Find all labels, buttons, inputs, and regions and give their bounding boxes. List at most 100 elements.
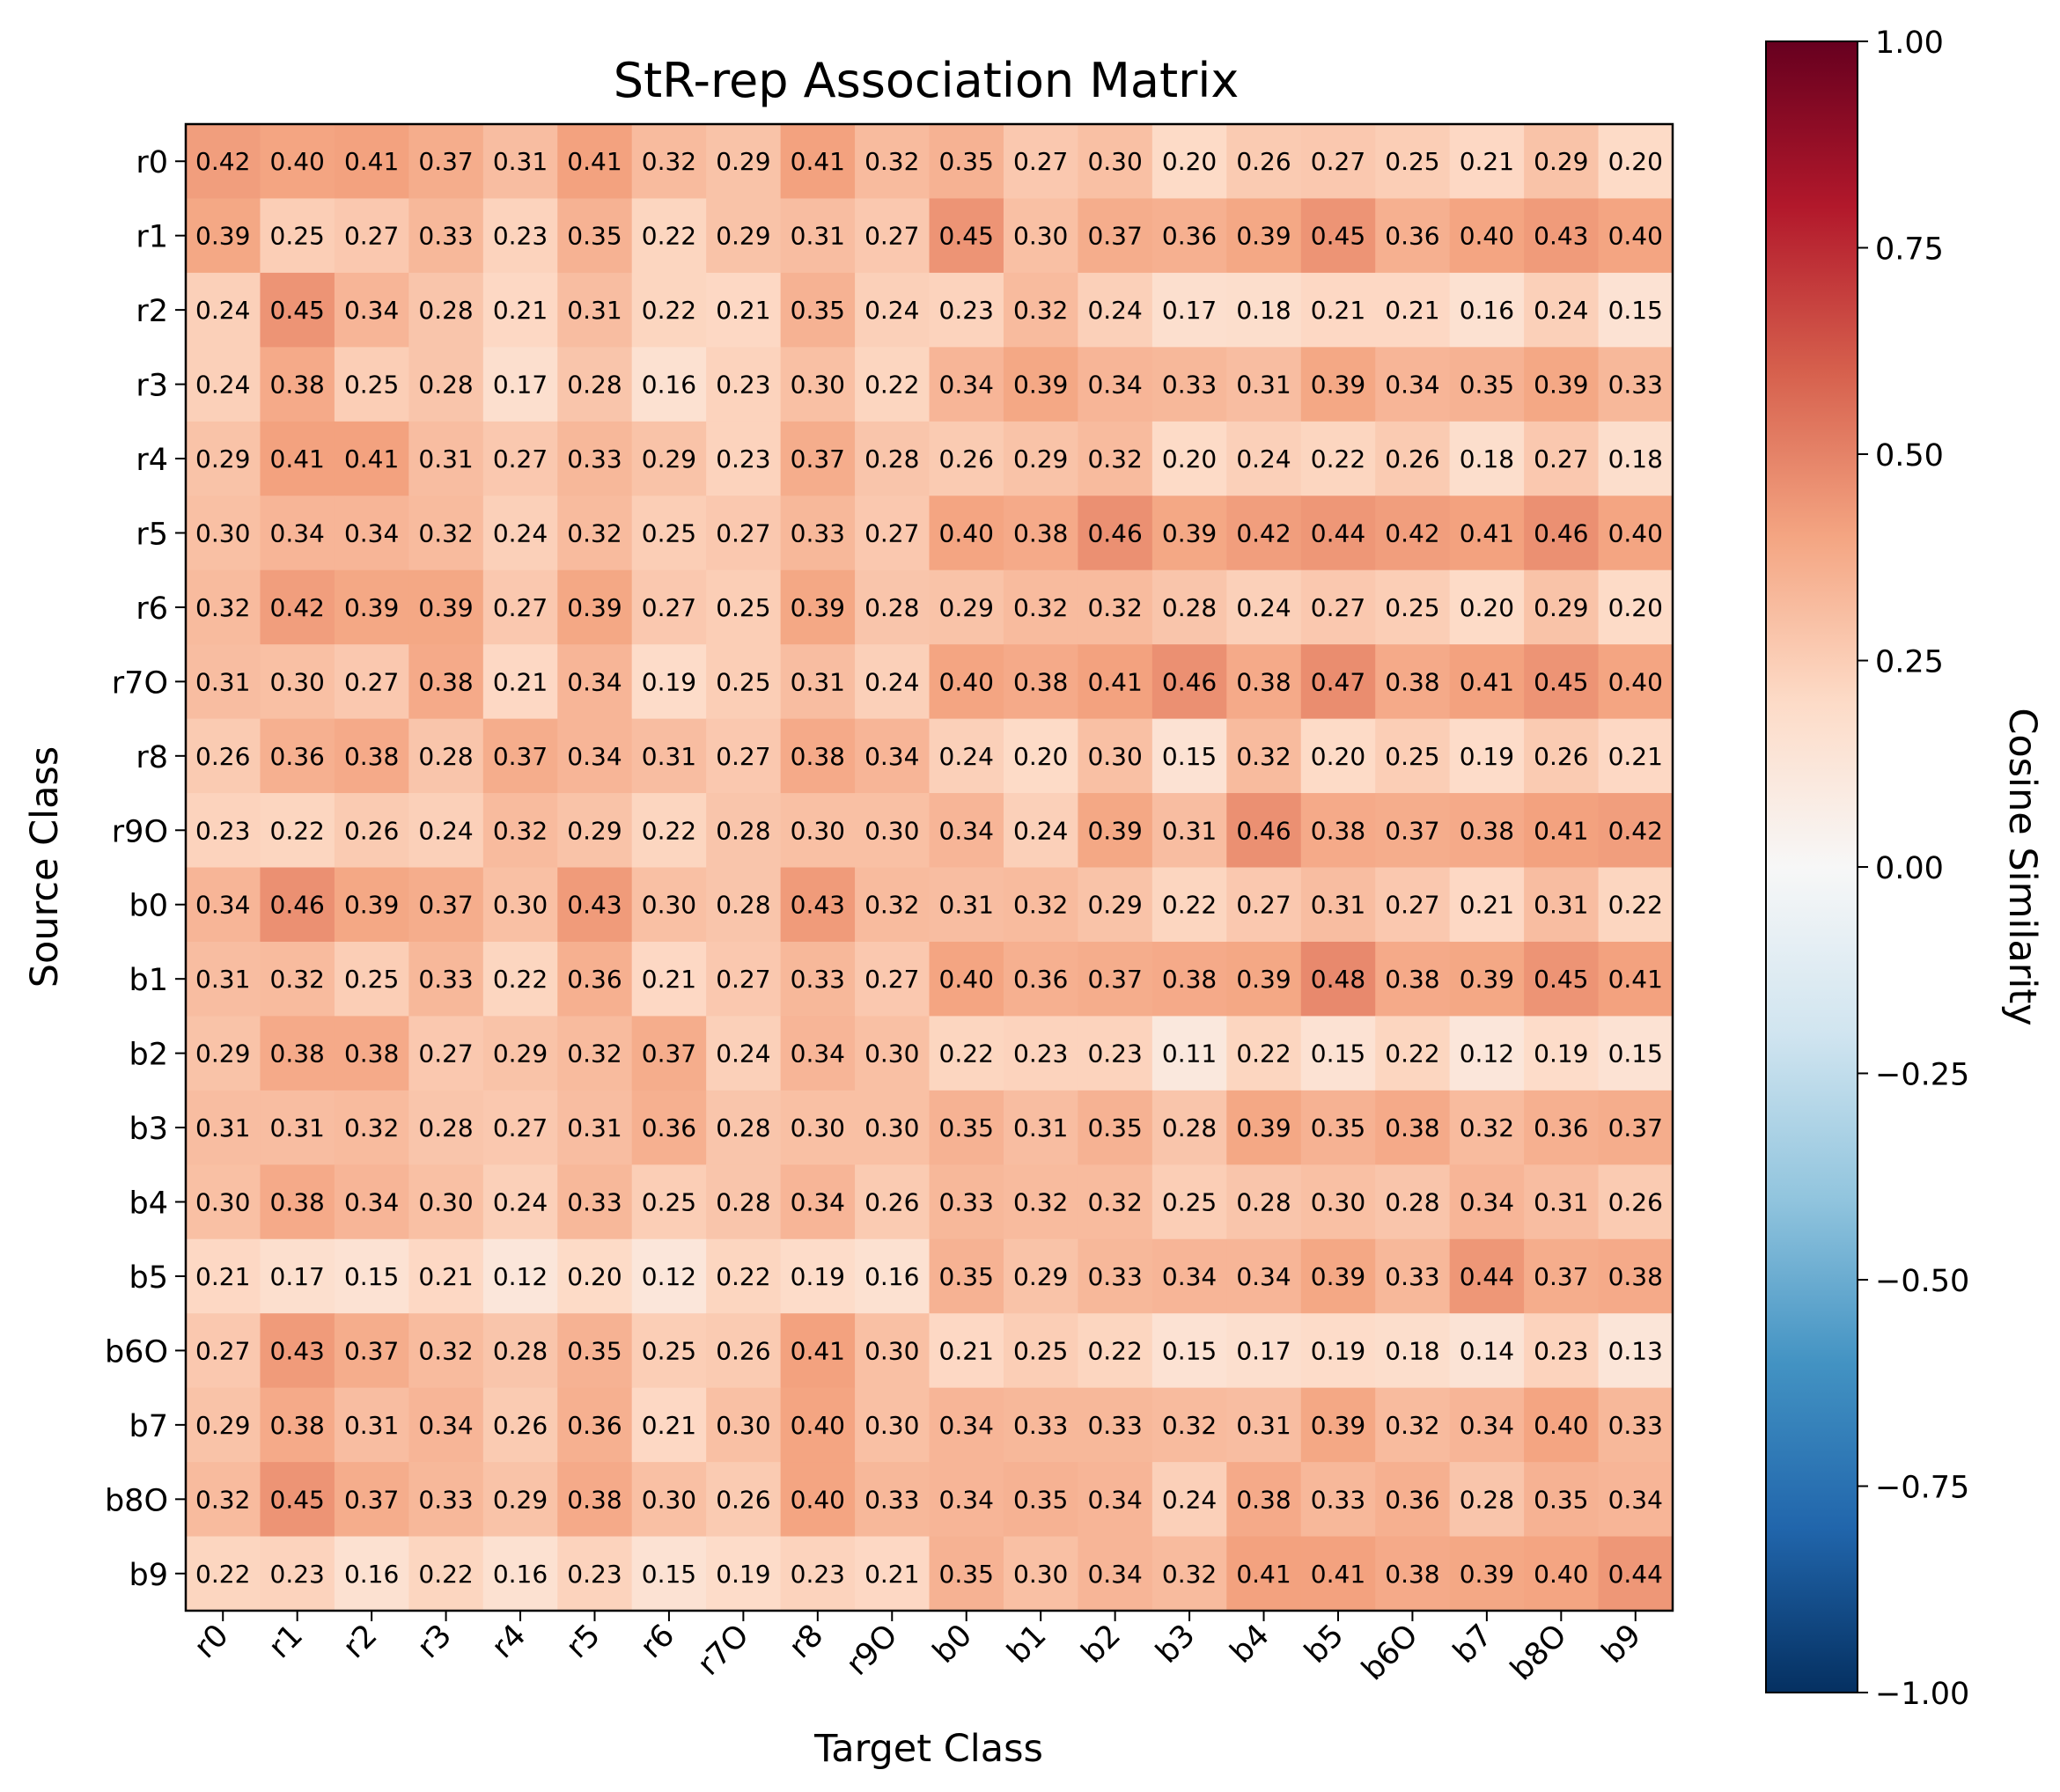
heatmap-cell (631, 124, 707, 200)
heatmap-cell (1300, 1387, 1376, 1463)
cell-value-label: 0.25 (1385, 742, 1439, 771)
cell-value-label: 0.32 (1013, 593, 1068, 622)
heatmap-cell (929, 793, 1004, 869)
x-tick-label: r5 (560, 1618, 607, 1665)
cell-value-label: 0.24 (418, 816, 473, 845)
cell-value-label: 0.23 (1013, 1039, 1068, 1069)
cell-value-label: 0.41 (270, 444, 325, 474)
y-tick-label: r7O (112, 665, 168, 701)
cell-value-label: 0.28 (864, 444, 919, 474)
heatmap-cell (1449, 496, 1525, 571)
heatmap-cell (1226, 1016, 1302, 1091)
cell-value-label: 0.28 (1162, 1113, 1217, 1142)
heatmap-cell (1226, 1387, 1302, 1463)
heatmap-cell (557, 198, 633, 274)
cell-value-label: 0.30 (195, 518, 250, 547)
heatmap-cell (1375, 867, 1451, 943)
cell-value-label: 0.29 (1013, 444, 1068, 474)
cell-value-label: 0.45 (270, 296, 325, 325)
cell-value-label: 0.31 (939, 891, 994, 920)
cell-value-label: 0.26 (864, 1188, 919, 1217)
cell-value-label: 0.28 (716, 1188, 770, 1217)
heatmap-cell (482, 867, 558, 943)
cell-value-label: 0.36 (567, 965, 622, 994)
heatmap-cell (1598, 569, 1674, 645)
heatmap-cell (557, 347, 633, 422)
heatmap-cell (1598, 718, 1674, 794)
heatmap-cell (1524, 496, 1600, 571)
cell-value-label: 0.37 (1385, 816, 1439, 845)
cell-value-label: 0.40 (1608, 667, 1663, 696)
heatmap-cell (631, 421, 707, 496)
heatmap-cell (929, 1090, 1004, 1165)
colorbar-tick-label: 0.00 (1875, 851, 1944, 886)
heatmap-cell (1300, 272, 1376, 348)
cell-value-label: 0.35 (939, 1113, 994, 1142)
heatmap-cell (186, 793, 261, 869)
heatmap-cell (557, 124, 633, 200)
heatmap-cell (1003, 1536, 1078, 1612)
cell-value-label: 0.17 (493, 371, 548, 400)
heatmap-cell (334, 644, 409, 720)
heatmap-cell (706, 421, 782, 496)
cell-value-label: 0.22 (1608, 891, 1663, 920)
heatmap-cell (855, 1536, 931, 1612)
cell-value-label: 0.34 (270, 518, 325, 547)
heatmap-cell (1598, 1313, 1674, 1389)
cell-value-label: 0.28 (1460, 1485, 1514, 1514)
cell-value-label: 0.23 (716, 371, 770, 400)
y-tick-label: b9 (129, 1558, 169, 1593)
heatmap-cell (260, 867, 335, 943)
heatmap-cell (631, 1536, 707, 1612)
heatmap-cell (482, 1090, 558, 1165)
cell-value-label: 0.34 (344, 296, 399, 325)
heatmap-cell (631, 867, 707, 943)
cell-value-label: 0.32 (1162, 1560, 1217, 1589)
cell-value-label: 0.39 (1087, 816, 1142, 845)
cell-value-label: 0.15 (1162, 742, 1217, 771)
heatmap-cell (260, 124, 335, 200)
cell-value-label: 0.25 (642, 1188, 696, 1217)
cell-value-label: 0.30 (1087, 147, 1142, 176)
heatmap-cell (1151, 1387, 1227, 1463)
cell-value-label: 0.27 (864, 518, 919, 547)
cell-value-label: 0.24 (1013, 816, 1068, 845)
cell-value-label: 0.40 (1534, 1411, 1588, 1440)
cell-value-label: 0.35 (1087, 1113, 1142, 1142)
heatmap-cell (1226, 867, 1302, 943)
heatmap-cell (1003, 1313, 1078, 1389)
cell-value-label: 0.34 (567, 742, 622, 771)
heatmap-cell (780, 1462, 856, 1538)
cell-value-label: 0.23 (791, 1560, 845, 1589)
cell-value-label: 0.45 (1534, 965, 1588, 994)
heatmap-cell (1226, 793, 1302, 869)
cell-value-label: 0.38 (270, 1188, 325, 1217)
y-tick-label: r2 (136, 294, 168, 329)
heatmap-cell (929, 569, 1004, 645)
cell-value-label: 0.21 (493, 296, 548, 325)
heatmap-cell (1078, 1164, 1153, 1240)
cell-value-label: 0.31 (344, 1411, 399, 1440)
cell-value-label: 0.40 (939, 965, 994, 994)
cell-value-label: 0.36 (270, 742, 325, 771)
heatmap-cell (1598, 941, 1674, 1017)
cell-value-label: 0.38 (791, 742, 845, 771)
cell-value-label: 0.21 (642, 1411, 696, 1440)
y-tick-label: r5 (136, 517, 168, 552)
heatmap-cell (1078, 1238, 1153, 1314)
cell-value-label: 0.30 (791, 371, 845, 400)
heatmap-cell (1375, 1090, 1451, 1165)
heatmap-cell (482, 272, 558, 348)
cell-value-label: 0.25 (1385, 147, 1439, 176)
heatmap-cell (1151, 941, 1227, 1017)
heatmap-cell (1078, 644, 1153, 720)
heatmap-cell (260, 644, 335, 720)
y-tick-label: b5 (129, 1260, 169, 1296)
heatmap-cell (929, 272, 1004, 348)
cell-value-label: 0.24 (939, 742, 994, 771)
y-tick-label: b1 (129, 963, 169, 998)
y-tick-label: r9O (112, 814, 168, 849)
cell-value-label: 0.35 (939, 1560, 994, 1589)
heatmap-cell (557, 1462, 633, 1538)
heatmap-cell (1151, 198, 1227, 274)
